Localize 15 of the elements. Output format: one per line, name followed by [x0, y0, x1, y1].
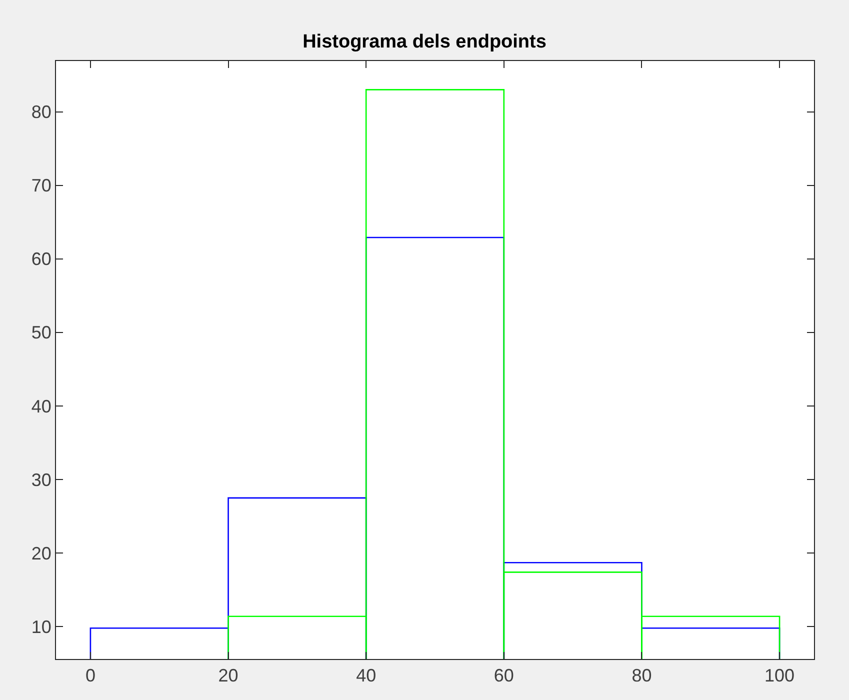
x-tick-label: 60: [494, 666, 514, 686]
y-tick-label: 70: [31, 176, 52, 196]
y-tick-label: 30: [31, 470, 52, 490]
x-tick-label: 0: [85, 666, 96, 686]
y-tick-label: 80: [31, 102, 52, 122]
x-tick-label: 80: [632, 666, 652, 686]
y-tick-label: 20: [31, 543, 52, 564]
x-tick-label: 40: [356, 666, 376, 686]
y-tick-label: 40: [31, 396, 52, 416]
x-tick-label: 100: [764, 666, 795, 686]
y-tick-label: 10: [31, 616, 52, 637]
x-tick-label: 20: [218, 666, 238, 686]
y-tick-label: 60: [31, 249, 52, 270]
y-tick-label: 50: [31, 322, 52, 343]
chart-title: Histograma dels endpoints: [302, 31, 546, 52]
